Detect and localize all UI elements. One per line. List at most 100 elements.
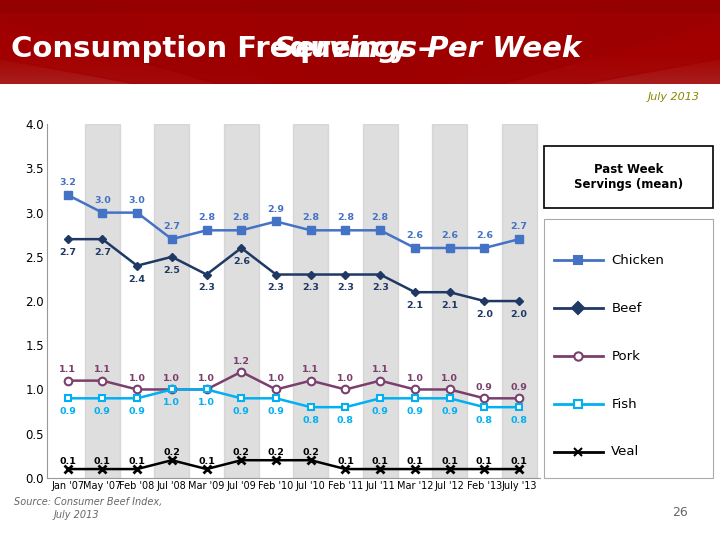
Text: 0.9: 0.9 — [129, 407, 145, 416]
Text: Source: Consumer Beef Index,: Source: Consumer Beef Index, — [14, 497, 163, 507]
Text: 2.8: 2.8 — [233, 213, 250, 222]
Text: 0.1: 0.1 — [476, 456, 493, 465]
Text: 0.8: 0.8 — [476, 416, 493, 425]
Text: Chicken: Chicken — [611, 254, 664, 267]
Text: 0.9: 0.9 — [233, 407, 250, 416]
Text: 1.2: 1.2 — [233, 356, 250, 366]
Text: 1.0: 1.0 — [268, 374, 284, 383]
Text: 2.9: 2.9 — [268, 205, 284, 213]
Text: 1.1: 1.1 — [372, 366, 389, 374]
Text: 0.2: 0.2 — [302, 448, 319, 457]
Polygon shape — [0, 0, 720, 125]
Bar — [155, 124, 189, 478]
Text: 2.7: 2.7 — [163, 222, 180, 231]
Text: Beef: Beef — [611, 302, 642, 315]
Text: 2.7: 2.7 — [510, 222, 528, 231]
Text: 2.8: 2.8 — [302, 213, 320, 222]
Text: 0.1: 0.1 — [129, 456, 145, 465]
Text: 2.3: 2.3 — [372, 284, 389, 292]
Text: 0.8: 0.8 — [302, 416, 319, 425]
Text: 0.1: 0.1 — [407, 456, 423, 465]
Polygon shape — [0, 0, 720, 125]
Polygon shape — [0, 0, 720, 125]
Text: 2.6: 2.6 — [407, 231, 423, 240]
Text: Veal: Veal — [611, 446, 639, 458]
Text: 0.9: 0.9 — [372, 407, 389, 416]
Text: 2.3: 2.3 — [268, 284, 284, 292]
FancyBboxPatch shape — [544, 146, 713, 208]
Text: 2.1: 2.1 — [441, 301, 458, 310]
Polygon shape — [0, 14, 720, 125]
Text: 0.9: 0.9 — [94, 407, 111, 416]
Text: 1.0: 1.0 — [337, 374, 354, 383]
Text: 1.1: 1.1 — [94, 366, 111, 374]
Text: 0.9: 0.9 — [441, 407, 458, 416]
FancyBboxPatch shape — [544, 219, 713, 478]
Text: Fish: Fish — [611, 397, 637, 410]
Text: July 2013: July 2013 — [54, 510, 99, 521]
Text: 0.8: 0.8 — [510, 416, 528, 425]
Text: 0.2: 0.2 — [163, 448, 180, 457]
Text: 3.2: 3.2 — [59, 178, 76, 187]
Text: 0.9: 0.9 — [407, 407, 423, 416]
Text: 1.1: 1.1 — [59, 366, 76, 374]
Polygon shape — [0, 0, 720, 125]
Text: 2.6: 2.6 — [441, 231, 458, 240]
Text: 0.9: 0.9 — [510, 383, 528, 392]
Text: 2.3: 2.3 — [302, 284, 319, 292]
Polygon shape — [0, 0, 720, 125]
Bar — [363, 124, 397, 478]
Text: 2.7: 2.7 — [59, 248, 76, 257]
Text: Consumption Frequency –: Consumption Frequency – — [11, 35, 442, 63]
Text: 0.1: 0.1 — [441, 456, 458, 465]
Bar — [224, 124, 258, 478]
Bar — [294, 124, 328, 478]
Bar — [432, 124, 467, 478]
Text: 2.6: 2.6 — [233, 257, 250, 266]
Polygon shape — [0, 14, 720, 125]
Text: 1.1: 1.1 — [302, 366, 319, 374]
Text: 0.1: 0.1 — [59, 456, 76, 465]
Text: 1.0: 1.0 — [163, 374, 180, 383]
Text: Servings Per Week: Servings Per Week — [274, 35, 581, 63]
Polygon shape — [0, 0, 720, 125]
Text: Past Week
Servings (mean): Past Week Servings (mean) — [574, 163, 683, 191]
Bar — [85, 124, 120, 478]
Text: 1.0: 1.0 — [198, 374, 215, 383]
Text: 1.0: 1.0 — [441, 374, 458, 383]
Text: 2.0: 2.0 — [476, 310, 493, 319]
Text: 2.7: 2.7 — [94, 248, 111, 257]
Polygon shape — [0, 0, 720, 125]
Text: July 2013: July 2013 — [648, 92, 700, 102]
Text: 2.3: 2.3 — [198, 284, 215, 292]
Text: 2.0: 2.0 — [510, 310, 528, 319]
Text: Pork: Pork — [611, 349, 640, 362]
Text: 0.1: 0.1 — [94, 456, 111, 465]
Text: 26: 26 — [672, 507, 688, 519]
Text: 0.1: 0.1 — [372, 456, 389, 465]
Text: 2.5: 2.5 — [163, 266, 180, 275]
Text: 0.2: 0.2 — [233, 448, 250, 457]
Polygon shape — [0, 0, 720, 125]
Text: 2.8: 2.8 — [198, 213, 215, 222]
Text: 0.9: 0.9 — [59, 407, 76, 416]
Text: 3.0: 3.0 — [94, 195, 111, 205]
Text: 1.0: 1.0 — [198, 399, 215, 407]
Text: 1.0: 1.0 — [163, 399, 180, 407]
Text: 2.3: 2.3 — [337, 284, 354, 292]
Text: 0.2: 0.2 — [268, 448, 284, 457]
Text: 2.1: 2.1 — [407, 301, 423, 310]
Text: 0.8: 0.8 — [337, 416, 354, 425]
Polygon shape — [0, 0, 720, 125]
Text: 0.1: 0.1 — [510, 456, 528, 465]
Text: 0.1: 0.1 — [337, 456, 354, 465]
Text: 1.0: 1.0 — [129, 374, 145, 383]
Bar — [502, 124, 536, 478]
Text: 2.8: 2.8 — [337, 213, 354, 222]
Text: 2.4: 2.4 — [129, 274, 145, 284]
Text: 3.0: 3.0 — [129, 195, 145, 205]
Text: 0.9: 0.9 — [476, 383, 493, 392]
Polygon shape — [0, 0, 720, 125]
Text: 2.6: 2.6 — [476, 231, 493, 240]
Text: 0.9: 0.9 — [268, 407, 284, 416]
